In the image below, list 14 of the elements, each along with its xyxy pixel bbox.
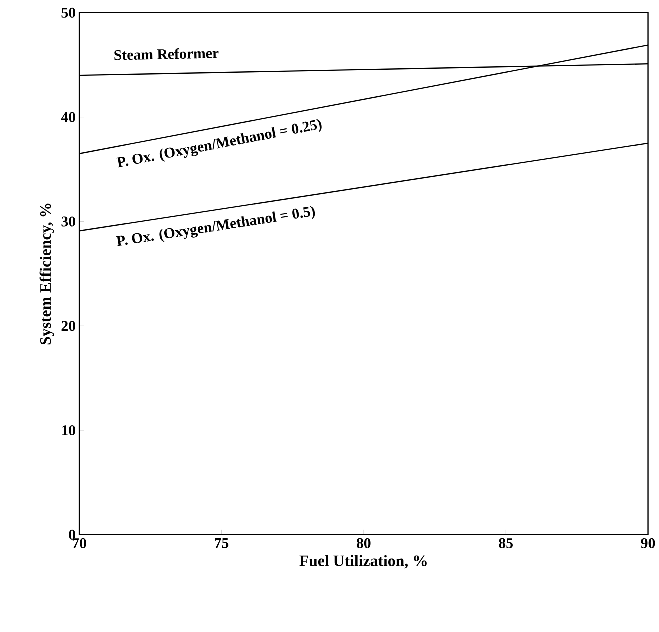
x-tick-label: 70 [72, 538, 86, 548]
y-tick-label: 40 [61, 112, 76, 122]
series-label: Steam Reformer [114, 48, 219, 60]
y-axis-title: System Efficiency, % [40, 204, 54, 344]
y-tick-label: 30 [62, 216, 76, 227]
x-tick-label: 85 [499, 538, 513, 548]
y-tick-label: 10 [62, 425, 76, 436]
x-axis-title: Fuel Utilization, % [300, 555, 427, 569]
x-tick-label: 75 [215, 538, 229, 548]
x-tick-label: 90 [641, 538, 656, 548]
x-tick-label: 80 [356, 538, 371, 548]
y-tick-label: 0 [69, 530, 76, 540]
y-tick-label: 50 [62, 8, 76, 18]
y-tick-label: 20 [62, 320, 76, 331]
